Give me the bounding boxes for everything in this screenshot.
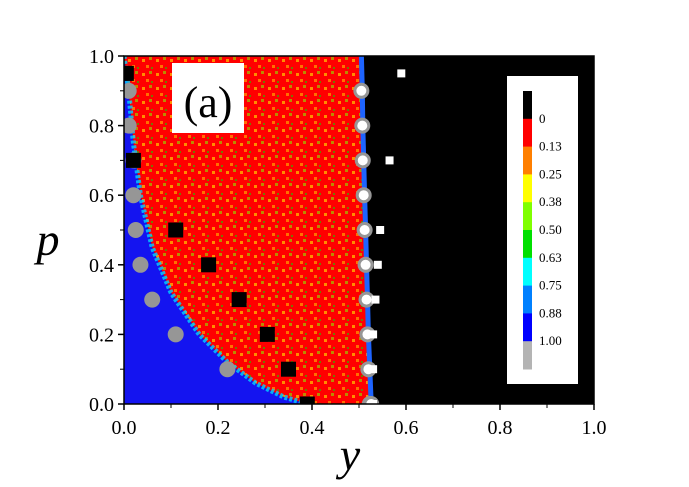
marker-black-square-7 bbox=[299, 396, 315, 404]
colorbar-swatch bbox=[523, 118, 532, 148]
colorbar-swatch bbox=[523, 257, 532, 287]
marker-gray-circle-7 bbox=[167, 326, 184, 343]
marker-black-square-4 bbox=[231, 292, 247, 308]
y-tick-label: 0.4 bbox=[89, 255, 114, 277]
axis-ticks: 0.0 0.2 0.4 0.6 0.8 1.0 0.0 0.2 0.4 0.6 0.8 1.0 bbox=[89, 46, 607, 439]
colorbar-swatch bbox=[523, 341, 532, 370]
marker-white-square-0 bbox=[397, 69, 406, 78]
marker-white-open-circle-1 bbox=[354, 117, 371, 134]
colorbar-label: 0.25 bbox=[539, 166, 562, 181]
colorbar-label: 0.88 bbox=[539, 305, 562, 320]
region-left bbox=[124, 56, 308, 404]
marker-black-square-2 bbox=[168, 222, 184, 238]
marker-white-open-circle-0 bbox=[353, 82, 370, 99]
panel-label-box bbox=[172, 63, 244, 133]
marker-gray-circle-6 bbox=[144, 291, 161, 308]
x-axis-title: y bbox=[336, 429, 361, 480]
marker-white-square-2 bbox=[376, 226, 385, 234]
x-tick-label: 0.8 bbox=[488, 417, 513, 439]
marker-black-square-3 bbox=[201, 257, 217, 273]
marker-black-square-0 bbox=[124, 65, 134, 81]
colorbar-labels: 0 0.13 0.25 0.38 0.50 0.63 0.75 0.88 1.00 bbox=[539, 111, 562, 348]
marker-white-square-4 bbox=[371, 295, 380, 304]
colorbar-label: 0.63 bbox=[539, 250, 562, 265]
marker-white-open-circle-5 bbox=[357, 256, 374, 273]
colorbar-label: 0.13 bbox=[539, 139, 562, 154]
marker-black-square-5 bbox=[259, 326, 275, 342]
marker-black-square-6 bbox=[281, 361, 296, 377]
panel-label: (a) bbox=[184, 78, 233, 127]
colorbar-background bbox=[507, 76, 578, 384]
marker-white-square-5 bbox=[369, 330, 378, 339]
y-tick-label: 0.2 bbox=[89, 324, 114, 346]
colorbar-swatch bbox=[523, 285, 532, 314]
colorbar-label: 0.75 bbox=[539, 278, 562, 293]
marker-white-open-circle-4 bbox=[356, 222, 373, 238]
marker-white-square-6 bbox=[369, 365, 378, 374]
colorbar-swatch bbox=[523, 202, 532, 231]
y-tick-label: 0.0 bbox=[89, 394, 114, 416]
colorbar-label: 0.50 bbox=[539, 222, 562, 237]
x-tick-label: 0.6 bbox=[394, 417, 419, 439]
colorbar-swatches bbox=[523, 91, 532, 370]
marker-white-square-3 bbox=[373, 260, 382, 269]
x-tick-label: 0.2 bbox=[206, 417, 231, 439]
region-middle-noise bbox=[124, 56, 372, 404]
colorbar-label: 0 bbox=[539, 111, 546, 126]
colorbar-swatch bbox=[523, 91, 532, 120]
marker-gray-circle-0 bbox=[124, 82, 137, 99]
marker-white-square-1 bbox=[385, 156, 394, 165]
marker-gray-circle-3 bbox=[125, 187, 142, 204]
marker-white-open-circle-2 bbox=[354, 152, 371, 169]
x-tick-label: 0.0 bbox=[112, 417, 137, 439]
marker-gray-circle-8 bbox=[219, 361, 236, 378]
colorbar-label: 1.00 bbox=[539, 333, 562, 348]
marker-gray-circle-1 bbox=[124, 117, 137, 134]
y-tick-label: 0.6 bbox=[89, 185, 114, 207]
colorbar-swatch bbox=[523, 146, 532, 175]
y-axis-title: p bbox=[34, 214, 60, 265]
x-tick-label: 0.4 bbox=[300, 417, 325, 439]
colorbar-label: 0.38 bbox=[539, 194, 562, 209]
marker-black-square-1 bbox=[125, 152, 141, 168]
colorbar-swatch bbox=[523, 174, 532, 203]
marker-white-open-circle-3 bbox=[355, 187, 372, 204]
marker-white-square-7 bbox=[369, 400, 378, 404]
y-tick-label: 1.0 bbox=[89, 46, 114, 68]
y-tick-label: 0.8 bbox=[89, 116, 114, 138]
colorbar: 0 0.13 0.25 0.38 0.50 0.63 0.75 0.88 1.00 bbox=[507, 76, 578, 384]
colorbar-swatch bbox=[523, 313, 532, 342]
x-tick-label: 1.0 bbox=[582, 417, 607, 439]
marker-gray-circle-4 bbox=[127, 222, 144, 238]
marker-white-open-circle-6 bbox=[358, 291, 375, 308]
markers bbox=[124, 65, 406, 404]
marker-gray-circle-5 bbox=[132, 256, 149, 273]
colorbar-swatch bbox=[523, 230, 532, 259]
